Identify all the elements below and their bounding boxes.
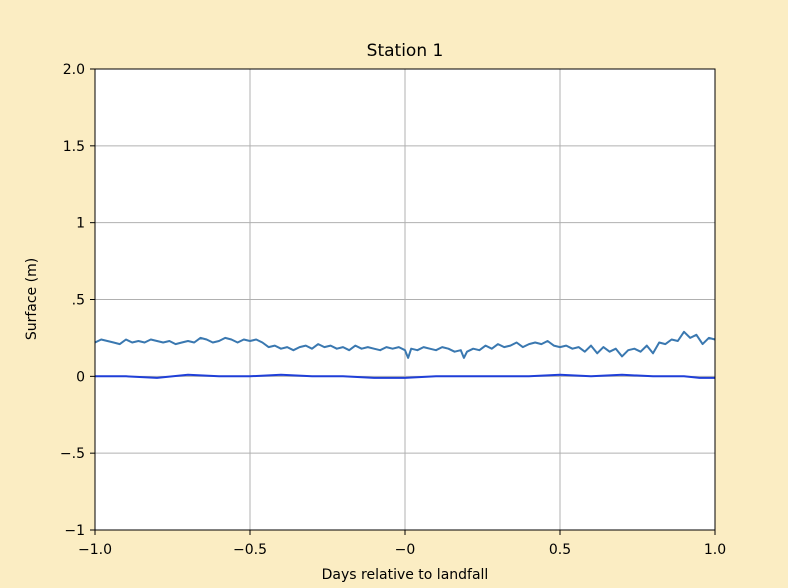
x-tick-label: 1.0 xyxy=(704,542,726,558)
y-tick-label: −.5 xyxy=(60,446,85,462)
y-tick-label: 1 xyxy=(76,216,85,232)
y-tick-label: 2.0 xyxy=(63,62,85,78)
y-axis-label: Surface (m) xyxy=(24,258,40,340)
series-line-1 xyxy=(94,330,716,359)
x-tick-label: −0 xyxy=(395,542,416,558)
series-line-2 xyxy=(95,373,715,379)
x-tick-label: −1.0 xyxy=(78,542,112,558)
y-tick-label: .5 xyxy=(72,293,85,309)
x-tick-label: −0.5 xyxy=(233,542,267,558)
x-axis: −1.0 −0.5 −0 0.5 1.0 xyxy=(78,530,726,558)
x-tick-label: 0.5 xyxy=(549,542,571,558)
y-tick-label: 1.5 xyxy=(63,139,85,155)
y-tick-label: −1 xyxy=(64,523,85,539)
series-group xyxy=(94,330,716,379)
y-axis: −1 −.5 0 .5 1 1.5 2.0 xyxy=(60,62,95,539)
chart-title: Station 1 xyxy=(367,41,444,61)
grid xyxy=(94,68,716,531)
y-tick-label: 0 xyxy=(76,369,85,385)
x-axis-label: Days relative to landfall xyxy=(322,567,489,583)
